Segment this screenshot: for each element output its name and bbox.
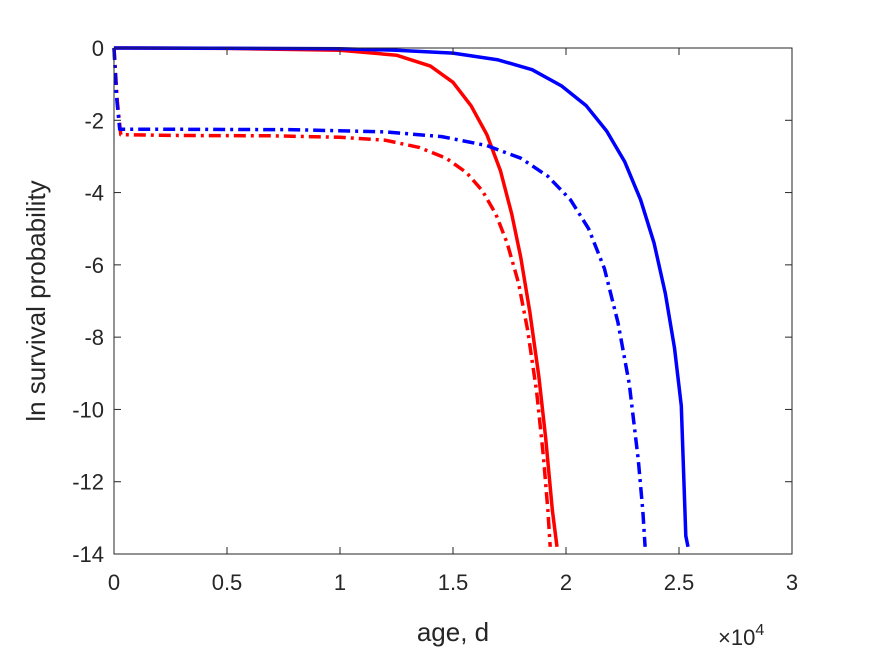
x-tick-label: 3	[786, 570, 798, 595]
x-axis-exponent: ×104	[718, 622, 764, 650]
x-tick-label: 1	[334, 570, 346, 595]
y-axis-label: ln survival probability	[21, 180, 51, 421]
y-tick-label: -8	[84, 325, 104, 350]
y-tick-label: -14	[72, 542, 104, 567]
series-line-2-solid	[113, 46, 690, 548]
y-tick-label: 0	[92, 36, 104, 61]
x-tick-label: 0.5	[212, 570, 243, 595]
y-tick-label: -6	[84, 253, 104, 278]
y-tick-label: -2	[84, 108, 104, 133]
x-axis-exponent-base: ×10	[718, 625, 755, 650]
y-tick-label: -10	[72, 397, 104, 422]
x-axis-exponent-power: 4	[755, 622, 764, 639]
x-tick-label: 2	[560, 570, 572, 595]
plot-background	[114, 48, 792, 554]
x-axis-label: age, d	[417, 617, 489, 647]
y-tick-label: -12	[72, 470, 104, 495]
x-tick-label: 2.5	[664, 570, 695, 595]
series-line-1-solid	[113, 46, 559, 548]
axis-layer: 0 0.5 1 1.5 2 2.5 3 0 -2 -4 -6 -8 -10 -12 -14	[72, 36, 798, 595]
series-line-4-dashdot	[112, 47, 647, 547]
x-tick-label: 1.5	[438, 570, 469, 595]
y-tick-label: -4	[84, 181, 104, 206]
series-layer	[112, 46, 690, 548]
x-tick-label: 0	[108, 570, 120, 595]
